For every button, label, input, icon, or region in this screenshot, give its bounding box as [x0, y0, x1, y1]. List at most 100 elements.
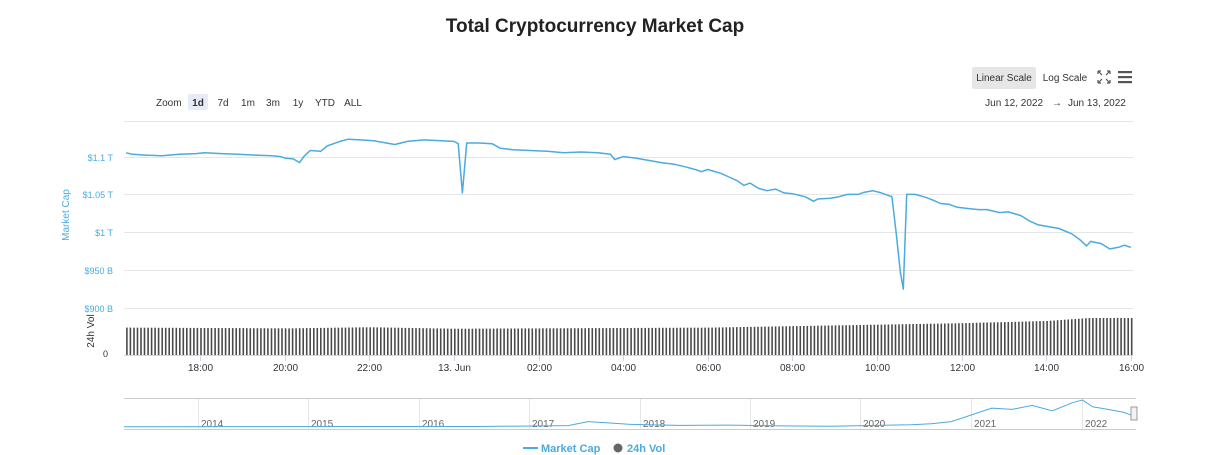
volume-bar	[996, 322, 999, 355]
volume-bar	[961, 323, 964, 355]
volume-bar	[327, 327, 329, 355]
volume-bar	[845, 325, 847, 355]
volume-bar	[654, 327, 657, 355]
linear-scale-button[interactable]	[972, 67, 1036, 89]
volume-bar	[436, 328, 438, 355]
volume-bar	[954, 323, 957, 355]
menu-icon[interactable]	[1118, 71, 1132, 84]
volume-bar	[866, 324, 869, 355]
zoom-button-ytd[interactable]	[313, 94, 337, 110]
volume-bar	[1067, 319, 1069, 355]
volume-bar	[161, 327, 163, 355]
volume-bar	[291, 328, 294, 355]
volume-bar	[922, 323, 925, 355]
volume-bar	[591, 328, 594, 355]
volume-bar	[1014, 321, 1017, 355]
volume-bar	[891, 324, 893, 355]
volume-bar	[549, 328, 551, 355]
zoom-label-3m: 3m	[266, 98, 280, 109]
volume-bar	[898, 324, 900, 355]
volume-bar	[884, 324, 886, 355]
volume-bar	[1085, 318, 1087, 355]
volume-bar	[989, 322, 992, 355]
navigator-year-label: 2022	[1085, 419, 1108, 430]
volume-bar	[136, 327, 139, 355]
x-tick-label: 20:00	[273, 363, 298, 374]
date-range-from[interactable]: Jun 12, 2022	[985, 98, 1043, 109]
volume-bar	[443, 328, 445, 355]
volume-bar	[464, 328, 467, 355]
volume-bar	[937, 323, 939, 355]
navigator[interactable]: 2014 2015 2016 2017 2018 2019 2020 2021 2022	[123, 398, 1138, 431]
volume-bar	[468, 328, 470, 355]
volume-bar	[580, 328, 583, 355]
volume-bar	[718, 327, 720, 355]
zoom-button-7d[interactable]	[213, 94, 233, 110]
volume-bar	[1127, 318, 1129, 355]
zoom-button-1y[interactable]	[288, 94, 308, 110]
volume-bar	[619, 328, 622, 355]
volume-bar	[126, 327, 128, 355]
log-scale-button[interactable]	[1040, 67, 1090, 89]
volume-bar	[644, 327, 646, 355]
volume-bar	[320, 327, 322, 355]
volume-bar	[380, 327, 382, 355]
zoom-controls: Zoom 1d 7d 1m 3m 1y YTD ALL	[156, 94, 364, 110]
volume-bar	[947, 323, 950, 355]
volume-bar	[454, 328, 456, 355]
volume-bar	[1078, 318, 1080, 355]
volume-bar	[820, 325, 823, 355]
volume-bar	[630, 328, 632, 355]
volume-bar	[341, 327, 343, 355]
volume-bar	[739, 327, 742, 355]
volume-bar	[873, 324, 876, 355]
volume-bar	[951, 323, 953, 355]
volume-bar	[714, 327, 717, 355]
volume-bar	[1099, 318, 1101, 355]
volume-bar	[792, 326, 794, 355]
volume-bar	[249, 328, 252, 355]
fullscreen-icon[interactable]	[1097, 70, 1111, 84]
navigator-years: 2014 2015 2016 2017 2018 2019 2020 2021 2022	[198, 399, 1108, 430]
volume-bar	[489, 328, 491, 355]
volume-bar	[351, 327, 354, 355]
zoom-button-3m[interactable]	[263, 94, 283, 110]
volume-bar	[450, 328, 453, 355]
volume-bar	[1004, 322, 1006, 355]
volume-bar	[774, 326, 777, 355]
volume-bar	[588, 328, 590, 355]
volume-bar	[517, 328, 519, 355]
volume-bar	[841, 325, 844, 355]
volume-bar	[757, 326, 759, 355]
volume-bar	[721, 327, 724, 355]
volume-bar	[796, 326, 798, 355]
linear-scale-label: Linear Scale	[976, 73, 1032, 84]
navigator-year-label: 2017	[532, 419, 555, 430]
volume-bar	[672, 327, 675, 355]
volume-bar	[877, 324, 879, 355]
volume-bar	[485, 328, 488, 355]
volume-bar	[524, 328, 527, 355]
vol-axis-label: 24h Vol	[86, 314, 97, 347]
volume-bar	[750, 326, 752, 355]
x-tick-label: 04:00	[611, 363, 636, 374]
zoom-button-1d[interactable]	[188, 94, 208, 110]
legend-item-market-cap[interactable]: Market Cap	[523, 443, 601, 455]
volume-bar	[764, 326, 766, 355]
volume-bar	[817, 325, 819, 355]
zoom-button-all[interactable]	[342, 94, 364, 110]
volume-bar	[200, 328, 202, 355]
legend-item-24h-vol[interactable]: 24h Vol	[613, 443, 666, 455]
zoom-button-1m[interactable]	[238, 94, 258, 110]
volume-bar	[263, 328, 266, 355]
volume-bar	[979, 322, 981, 355]
volume-bar	[778, 326, 780, 355]
volume-bar	[1109, 318, 1112, 355]
volume-bar	[535, 328, 537, 355]
volume-bar	[186, 327, 188, 355]
navigator-handle[interactable]	[1130, 406, 1138, 421]
volume-bar	[157, 327, 160, 355]
volume-bar	[1011, 321, 1013, 355]
date-range-to[interactable]: Jun 13, 2022	[1068, 98, 1126, 109]
